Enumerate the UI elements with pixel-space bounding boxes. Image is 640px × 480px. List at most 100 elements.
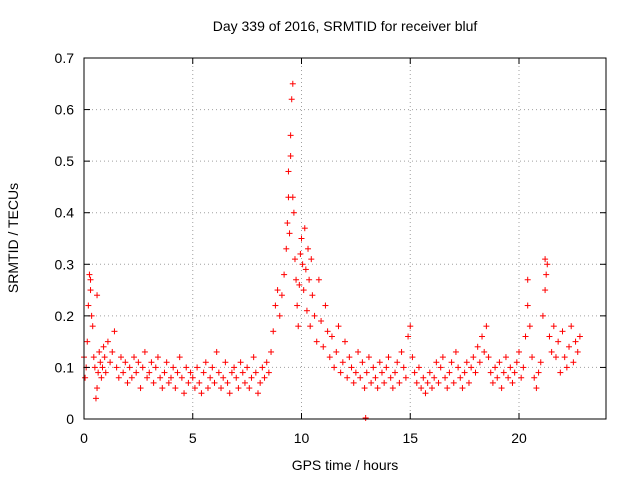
data-point [196,379,203,386]
data-point [218,385,225,392]
data-point [244,364,251,371]
data-point [422,390,429,397]
data-point [411,369,418,376]
data-point [297,250,304,257]
data-point [398,348,405,355]
data-point [159,385,166,392]
data-point [235,385,242,392]
y-tick-label: 0.1 [55,359,75,375]
data-point [385,354,392,361]
data-point [344,374,351,381]
data-point [535,369,542,376]
data-point [306,276,313,283]
data-point [295,323,302,330]
data-point [524,276,531,283]
data-point [309,292,316,299]
data-point [522,333,529,340]
data-point [296,281,303,288]
data-point [165,379,172,386]
data-point [311,312,318,319]
data-point [363,369,370,376]
data-point [479,333,486,340]
data-point [318,318,325,325]
data-point [489,379,496,386]
y-tick-label: 0.6 [55,102,75,118]
data-point [342,338,348,345]
data-point [494,374,501,381]
data-point [237,359,244,366]
data-point [174,369,181,376]
data-point [276,312,283,319]
data-point [308,256,315,263]
data-point [255,390,261,397]
data-point [283,245,290,252]
data-point [389,385,396,392]
data-point [291,256,298,263]
data-point [172,385,179,392]
data-point [154,354,161,361]
y-tick-label: 0.7 [55,50,75,66]
data-point [461,369,468,376]
data-point [500,369,507,376]
data-point [487,369,494,376]
data-point [507,364,514,371]
data-point [324,328,331,335]
data-point [509,379,516,386]
y-tick-label: 0.3 [55,256,75,272]
data-point [307,323,314,330]
data-point [294,302,301,309]
data-point [409,354,416,361]
data-point [465,379,472,386]
data-point [574,348,581,355]
data-point [168,374,174,381]
data-point [250,354,257,361]
x-tick-label: 5 [189,430,197,446]
data-point [124,379,131,386]
y-tick-label: 0 [66,411,74,427]
data-point [178,374,185,381]
y-tick-label: 0.4 [55,205,75,221]
data-point [355,348,362,355]
data-point [300,287,307,294]
data-point [293,276,300,283]
data-point [287,152,294,159]
data-point [531,374,538,381]
data-point [86,271,93,278]
data-point [563,364,570,371]
data-point [539,312,546,319]
data-point [274,287,281,294]
data-point [352,369,359,376]
data-point [187,369,194,376]
data-point [374,385,381,392]
data-point [305,245,312,252]
data-point [335,323,342,330]
data-point [568,323,575,330]
data-point [202,359,209,366]
data-point [359,359,366,366]
data-point [426,369,433,376]
data-point [302,266,309,273]
data-point [394,359,401,366]
data-point [259,364,266,371]
data-point [337,369,344,376]
data-point [111,328,118,335]
data-point [413,379,420,386]
data-point [448,359,455,366]
data-point [204,385,211,392]
data-point [122,359,129,366]
x-tick-label: 10 [294,430,310,446]
data-point [365,354,372,361]
data-point [559,328,566,335]
data-point [157,374,164,381]
data-point [84,338,91,345]
data-point [357,374,364,381]
data-point [455,364,462,371]
data-point [439,354,446,361]
data-point [152,364,159,371]
data-point [95,369,102,376]
data-point [96,348,103,355]
data-point [161,369,168,376]
data-point [82,374,89,381]
data-point [194,364,201,371]
